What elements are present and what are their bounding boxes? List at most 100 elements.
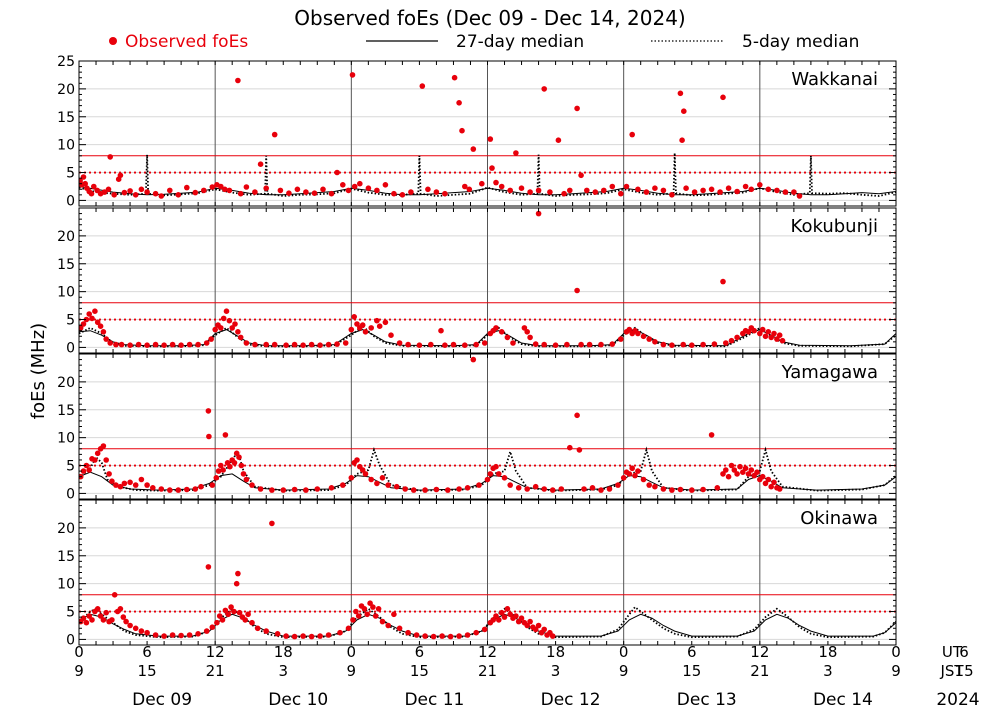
observed-point (205, 408, 212, 414)
observed-point (364, 611, 371, 618)
observed-point (445, 487, 451, 493)
observed-point (720, 278, 726, 285)
ut-tick-label: 6 (142, 643, 152, 661)
observed-point (243, 184, 250, 190)
observed-point (350, 617, 356, 623)
observed-point (372, 613, 379, 619)
legend-observed-marker (109, 37, 117, 45)
observed-point (734, 334, 740, 341)
observed-point (374, 317, 380, 324)
observed-point (103, 336, 109, 342)
observed-point (768, 483, 774, 490)
observed-point (94, 450, 101, 457)
y-tick-label: 25 (57, 54, 75, 70)
observed-point (150, 485, 156, 491)
observed-point (334, 341, 340, 347)
observed-point (111, 192, 117, 198)
jst-tick-label: 9 (619, 662, 629, 680)
observed-point (236, 609, 243, 616)
y-tick-label: 10 (57, 431, 75, 447)
observed-point (487, 136, 494, 142)
observed-point (311, 190, 318, 196)
observed-point (791, 189, 797, 195)
observed-point (178, 342, 184, 349)
observed-point (203, 628, 210, 634)
observed-point (365, 185, 372, 191)
observed-point (490, 617, 497, 623)
panel-kokubunji: 0 5 10 15 20 Kokubunji (57, 207, 897, 356)
observed-point (438, 327, 444, 334)
observed-point (206, 433, 212, 440)
observed-point (515, 485, 522, 491)
y-tick-label: 10 (57, 138, 75, 154)
jst-tick-label: 15 (955, 662, 974, 680)
median-5day-line (79, 152, 896, 197)
observed-point (144, 189, 150, 195)
ut-tick-label: 6 (687, 643, 697, 661)
y-tick-label: 0 (66, 340, 75, 356)
observed-point (237, 190, 244, 197)
observed-point (152, 341, 159, 348)
observed-point (271, 131, 278, 138)
observed-point (120, 614, 127, 620)
observed-point (101, 189, 108, 195)
observed-point (152, 632, 159, 638)
observed-point (109, 478, 115, 485)
observed-point (416, 342, 423, 349)
observed-point (303, 487, 309, 493)
ut-tick-label: 0 (891, 643, 901, 661)
observed-point (209, 184, 216, 190)
observed-point (340, 482, 346, 488)
observed-point (725, 185, 732, 191)
y-tick-label: 10 (57, 577, 75, 593)
observed-point (89, 315, 95, 322)
jst-tick-label: 3 (823, 662, 833, 680)
observed-point (152, 190, 159, 197)
panel-okinawa: 0 5 10 15 20 Okinawa (57, 499, 897, 648)
observed-point (83, 462, 90, 469)
day-label: Dec 14 (813, 690, 873, 710)
observed-point (677, 90, 684, 97)
observed-point (451, 74, 458, 81)
observed-point (186, 341, 193, 348)
observed-point (527, 618, 533, 625)
observed-point (626, 326, 633, 333)
observed-point (388, 332, 394, 339)
jst-tick-label: 15 (682, 662, 701, 680)
observed-point (459, 127, 465, 134)
observed-point (391, 611, 397, 618)
observed-point (300, 633, 306, 639)
observed-point (283, 342, 289, 349)
observed-point (100, 443, 107, 449)
observed-point (229, 325, 235, 331)
observed-point (632, 472, 638, 479)
observed-point (351, 314, 358, 320)
observed-point (374, 187, 380, 194)
observed-point (711, 341, 718, 347)
ut-tick-label: 0 (74, 643, 84, 661)
observed-point (216, 613, 223, 619)
observed-point (252, 189, 258, 195)
y-tick-label: 20 (57, 375, 75, 391)
observed-point (362, 471, 369, 477)
observed-point (303, 189, 309, 195)
observed-point (186, 632, 193, 638)
observed-point (379, 475, 386, 481)
observed-point (601, 187, 607, 194)
observed-point (361, 606, 368, 612)
observed-point (231, 608, 237, 615)
observed-point (385, 622, 392, 629)
observed-point (768, 334, 774, 341)
observed-point (107, 154, 113, 160)
observed-point (765, 329, 772, 335)
observed-point (493, 325, 499, 331)
observed-point (725, 473, 732, 480)
observed-point (498, 183, 505, 190)
observed-point (635, 468, 641, 474)
observed-point (94, 319, 101, 326)
observed-point (737, 463, 743, 470)
observed-point (547, 189, 553, 195)
station-label: Yamagawa (781, 362, 878, 383)
observed-point (370, 604, 376, 610)
observed-point (618, 336, 624, 342)
